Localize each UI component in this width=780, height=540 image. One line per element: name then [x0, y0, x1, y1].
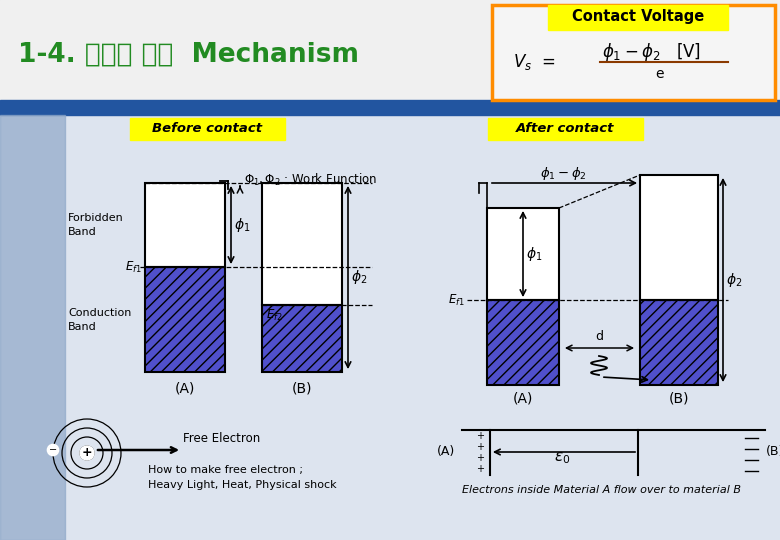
Text: +: +	[476, 453, 484, 463]
Text: (A): (A)	[437, 446, 455, 458]
Text: Before contact: Before contact	[152, 123, 262, 136]
Bar	[145, 183, 225, 267]
Text: Conduction
Band: Conduction Band	[68, 308, 131, 332]
Text: $\phi_1$: $\phi_1$	[234, 216, 250, 234]
Bar	[492, 5, 775, 100]
Text: +: +	[476, 464, 484, 474]
Text: (A): (A)	[175, 381, 195, 395]
Text: $E_{f1}$: $E_{f1}$	[448, 293, 465, 308]
Text: +: +	[476, 442, 484, 452]
Text: $\phi_2$: $\phi_2$	[351, 268, 367, 286]
Text: +: +	[476, 431, 484, 441]
Text: After contact: After contact	[516, 123, 615, 136]
Text: 1-4. 정전기 발생  Mechanism: 1-4. 정전기 발생 Mechanism	[18, 42, 359, 68]
Text: $\phi_1$: $\phi_1$	[526, 245, 542, 263]
Bar	[0, 115, 65, 540]
Text: d: d	[595, 329, 603, 342]
Text: How to make free electron ;: How to make free electron ;	[148, 465, 303, 475]
Text: Forbidden
Band: Forbidden Band	[68, 213, 124, 237]
Text: Contact Voltage: Contact Voltage	[572, 10, 704, 24]
Text: $E_{f1}$: $E_{f1}$	[126, 259, 142, 274]
Bar	[640, 300, 718, 385]
Text: Heavy Light, Heat, Physical shock: Heavy Light, Heat, Physical shock	[148, 480, 337, 490]
Text: $\Phi_1, \Phi_2$ : Work Function: $\Phi_1, \Phi_2$ : Work Function	[244, 172, 378, 188]
Bar	[262, 305, 342, 372]
Circle shape	[48, 444, 58, 456]
Text: (B): (B)	[668, 391, 690, 405]
Bar	[487, 208, 559, 300]
Text: Electrons inside Material A flow over to material B: Electrons inside Material A flow over to…	[462, 485, 741, 495]
Bar	[488, 118, 643, 140]
Bar	[0, 100, 780, 115]
Text: −: −	[49, 445, 57, 455]
Text: e: e	[656, 67, 665, 81]
Text: $\phi_1 - \phi_2$   [V]: $\phi_1 - \phi_2$ [V]	[602, 41, 701, 63]
Text: (B): (B)	[292, 381, 312, 395]
Text: Free Electron: Free Electron	[183, 433, 261, 446]
Circle shape	[80, 446, 94, 460]
Bar	[640, 175, 718, 300]
Text: $E_{f2}$: $E_{f2}$	[266, 307, 283, 322]
Text: $\phi_1 - \phi_2$: $\phi_1 - \phi_2$	[540, 165, 587, 183]
Text: $\phi_2$: $\phi_2$	[726, 271, 743, 289]
Bar	[548, 5, 728, 30]
Bar	[0, 115, 780, 540]
Bar	[130, 118, 285, 140]
Bar	[0, 0, 780, 100]
Bar	[145, 267, 225, 372]
Bar	[487, 300, 559, 385]
Text: $V_s$  =: $V_s$ =	[513, 52, 555, 72]
Bar	[262, 183, 342, 305]
Text: (A): (A)	[512, 391, 534, 405]
Text: (B): (B)	[766, 446, 780, 458]
Text: $\varepsilon_0$: $\varepsilon_0$	[554, 450, 570, 466]
Text: +: +	[82, 447, 92, 460]
